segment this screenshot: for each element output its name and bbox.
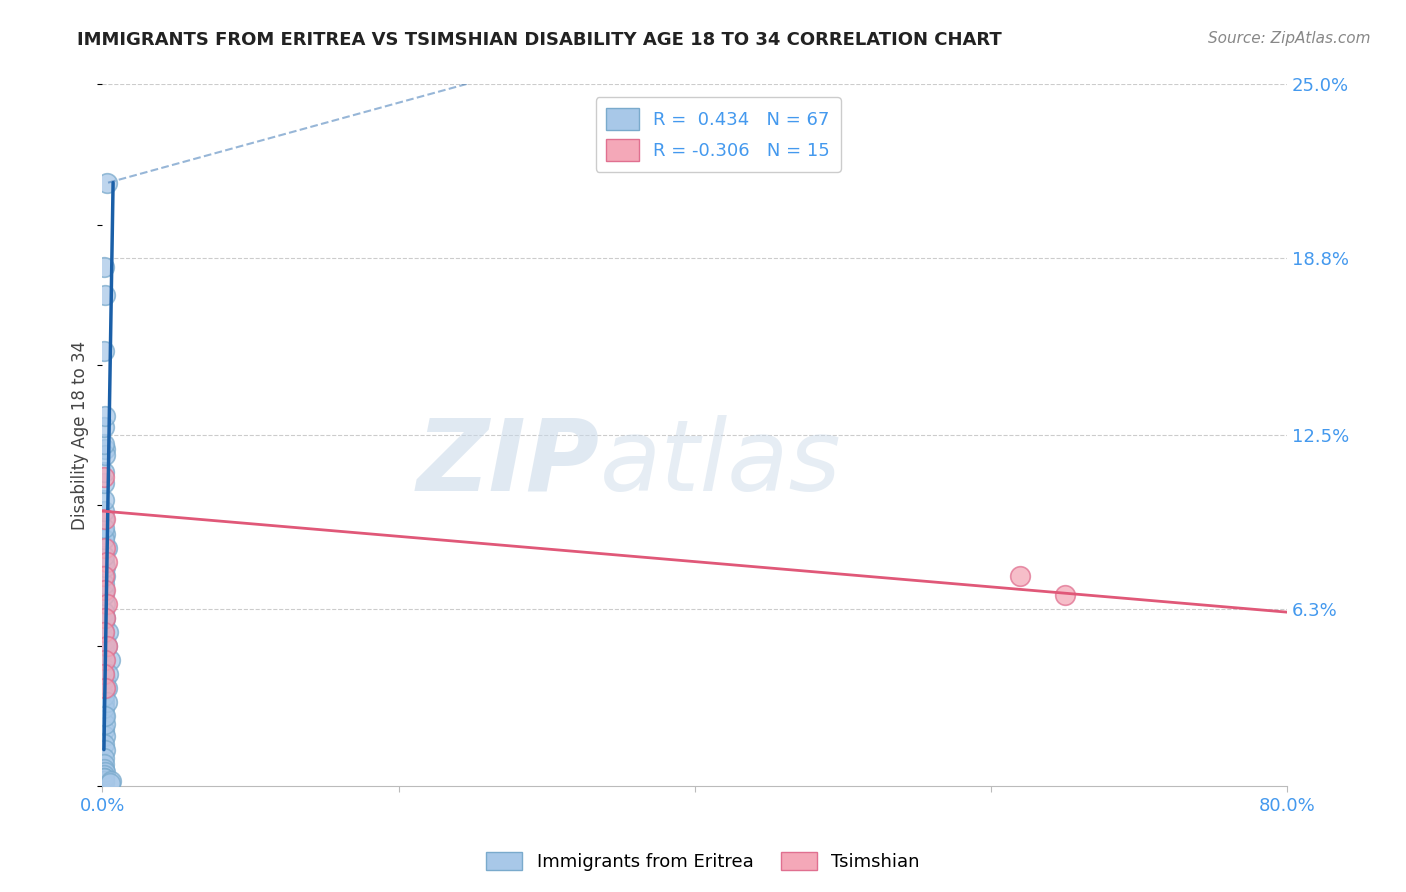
Point (94, 448, 117, 462)
Point (93, 700, 115, 714)
Point (93, 504, 115, 518)
Point (96, 597, 118, 611)
Point (93, 709, 115, 723)
Point (93, 492, 115, 507)
Point (93, 475, 115, 490)
Point (94, 681, 117, 695)
Point (98, 776, 121, 790)
Point (93, 588, 115, 602)
Point (93, 605, 115, 619)
Point (94, 709, 117, 723)
Text: Source: ZipAtlas.com: Source: ZipAtlas.com (1208, 31, 1371, 46)
Legend: R =  0.434   N = 67, R = -0.306   N = 15: R = 0.434 N = 67, R = -0.306 N = 15 (596, 97, 841, 172)
Point (94, 288, 117, 302)
Point (94, 611, 117, 625)
Point (94, 526, 117, 541)
Point (97, 666, 120, 681)
Point (100, 773, 122, 788)
Point (93, 568, 115, 582)
Point (94, 541, 117, 555)
Point (96, 639, 118, 653)
Point (93, 768, 115, 782)
Point (93, 616, 115, 631)
Text: IMMIGRANTS FROM ERITREA VS TSIMSHIAN DISABILITY AGE 18 TO 34 CORRELATION CHART: IMMIGRANTS FROM ERITREA VS TSIMSHIAN DIS… (77, 31, 1002, 49)
Point (94, 673, 117, 687)
Point (93, 260, 115, 274)
Point (1053, 588, 1076, 602)
Point (93, 666, 115, 681)
Point (97, 624, 120, 639)
Point (93, 751, 115, 765)
Point (93, 653, 115, 667)
Point (96, 541, 118, 555)
Point (94, 681, 117, 695)
Point (93, 465, 115, 479)
Point (93, 512, 115, 526)
Point (94, 729, 117, 743)
Point (94, 597, 117, 611)
Point (98, 653, 121, 667)
Point (96, 639, 118, 653)
Point (93, 532, 115, 546)
Point (93, 549, 115, 563)
Point (96, 555, 118, 569)
Point (94, 442, 117, 457)
Point (93, 344, 115, 359)
Point (94, 717, 117, 731)
Point (93, 661, 115, 675)
Text: atlas: atlas (600, 415, 841, 512)
Point (96, 695, 118, 709)
Point (93, 582, 115, 597)
Point (93, 611, 115, 625)
Point (93, 521, 115, 535)
Point (93, 420, 115, 434)
Point (93, 762, 115, 776)
Legend: Immigrants from Eritrea, Tsimshian: Immigrants from Eritrea, Tsimshian (479, 845, 927, 879)
Point (93, 776, 115, 790)
Point (93, 577, 115, 591)
Point (94, 653, 117, 667)
Point (93, 723, 115, 737)
Point (94, 582, 117, 597)
Point (93, 624, 115, 639)
Point (93, 773, 115, 788)
Point (93, 756, 115, 771)
Point (94, 765, 117, 780)
Point (94, 742, 117, 756)
Point (93, 624, 115, 639)
Point (93, 773, 115, 788)
Point (96, 681, 118, 695)
Point (93, 436, 115, 450)
Point (94, 639, 117, 653)
Point (94, 409, 117, 423)
Point (93, 737, 115, 751)
Point (93, 695, 115, 709)
Point (94, 633, 117, 648)
Point (93, 644, 115, 658)
Point (93, 771, 115, 785)
Point (1010, 568, 1032, 582)
Point (93, 555, 115, 569)
Y-axis label: Disability Age 18 to 34: Disability Age 18 to 34 (72, 341, 89, 530)
Point (94, 512, 117, 526)
Point (93, 666, 115, 681)
Point (96, 176, 118, 190)
Point (94, 568, 117, 582)
Text: ZIP: ZIP (416, 415, 600, 512)
Point (94, 560, 117, 574)
Point (93, 771, 115, 785)
Point (93, 690, 115, 704)
Point (94, 611, 117, 625)
Point (93, 470, 115, 484)
